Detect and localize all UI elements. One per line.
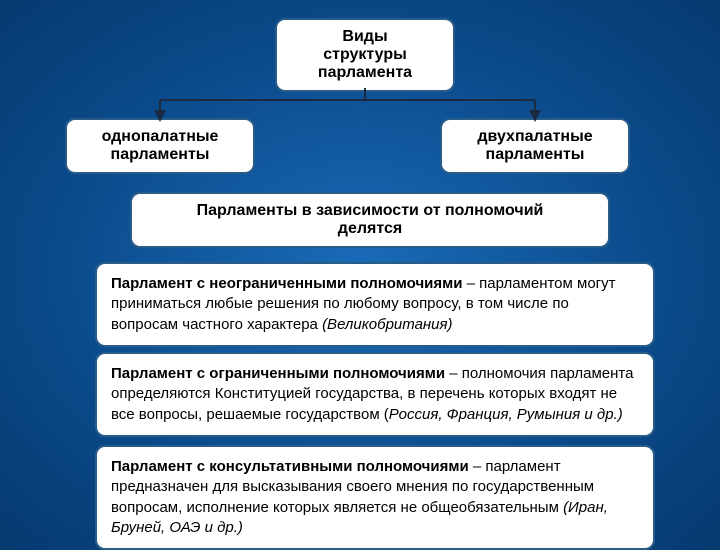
unicameral-box: однопалатные парламенты xyxy=(65,118,255,174)
title-line1: Виды xyxy=(293,28,437,46)
depend-line1: Парламенты в зависимости от полномочий xyxy=(148,202,592,220)
desc1-title: Парламент с неограниченными полномочиями xyxy=(111,275,462,292)
desc2-title: Парламент с ограниченными полномочиями xyxy=(111,365,445,382)
bicameral-line1: двухпалатные xyxy=(458,128,612,146)
depend-line2: делятся xyxy=(148,220,592,238)
desc3-dash: – xyxy=(469,458,486,475)
desc-limited: Парламент с ограниченными полномочиями –… xyxy=(95,352,655,437)
title-box: Виды структуры парламента xyxy=(275,18,455,92)
depend-box: Парламенты в зависимости от полномочий д… xyxy=(130,192,610,248)
unicameral-line2: парламенты xyxy=(83,146,237,164)
desc-consultative: Парламент с консультативными полномочиям… xyxy=(95,445,655,550)
desc1-example: (Великобритания) xyxy=(322,316,452,333)
bicameral-box: двухпалатные парламенты xyxy=(440,118,630,174)
desc2-dash: – xyxy=(445,365,462,382)
title-line3: парламента xyxy=(293,64,437,82)
bicameral-line2: парламенты xyxy=(458,146,612,164)
desc-unlimited: Парламент с неограниченными полномочиями… xyxy=(95,262,655,347)
desc2-example: Россия, Франция, Румыния и др.) xyxy=(389,406,623,423)
title-line2: структуры xyxy=(293,46,437,64)
desc1-dash: – xyxy=(462,275,479,292)
unicameral-line1: однопалатные xyxy=(83,128,237,146)
desc3-title: Парламент с консультативными полномочиям… xyxy=(111,458,469,475)
